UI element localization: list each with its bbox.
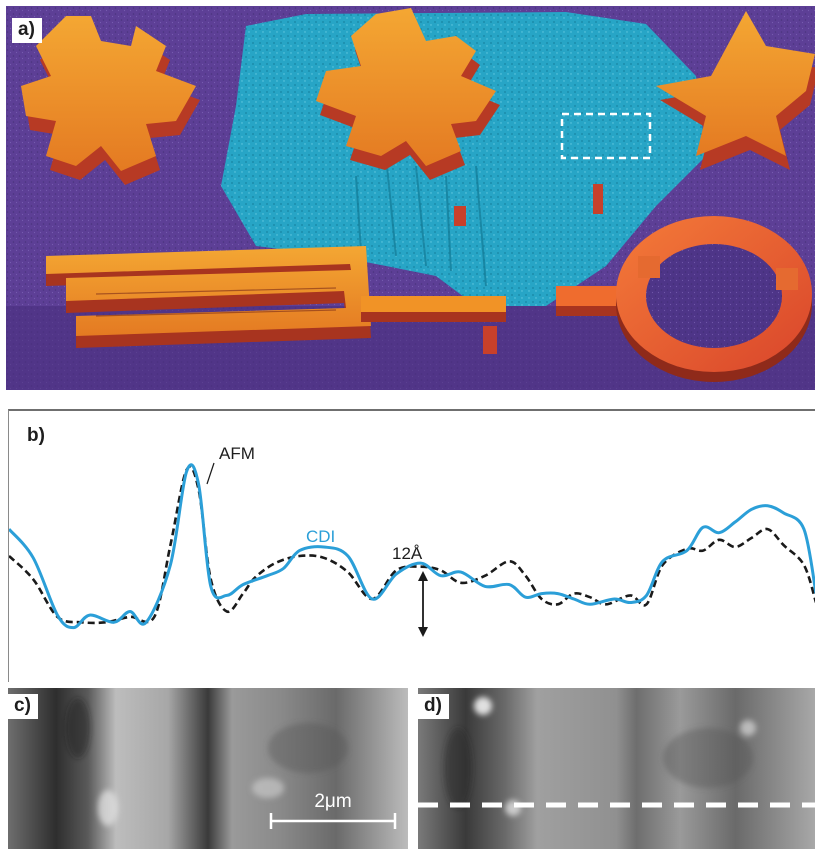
grayscale-image-c: 2μm: [8, 688, 408, 849]
snowflake-feature-left: [21, 16, 200, 185]
line-profile-chart: AFM CDI 12Å: [9, 444, 815, 637]
ring-feature: [616, 216, 812, 382]
panel-c-image: 2μm c): [8, 688, 408, 849]
panel-a-surface-render: a): [6, 6, 815, 390]
series-afm-line: [9, 465, 815, 625]
grayscale-image-d: [418, 688, 815, 849]
surface-render-image: [6, 6, 815, 390]
step-height-arrow: [418, 571, 428, 637]
panel-c-label: c): [8, 694, 38, 719]
panel-a-label: a): [12, 18, 42, 43]
star-feature-right: [656, 11, 815, 170]
annotation-afm: AFM: [219, 444, 255, 463]
panel-d-image: d): [418, 688, 815, 849]
panel-d-label: d): [418, 694, 449, 719]
selection-box: [560, 112, 652, 160]
series-cdi-line: [9, 463, 815, 630]
annotation-cdi: CDI: [306, 527, 335, 546]
scale-bar-label: 2μm: [314, 791, 351, 812]
annotation-12a: 12Å: [392, 544, 423, 563]
meander-wire-feature: [46, 246, 626, 348]
panel-b-label: b): [27, 425, 45, 446]
scale-bar: [269, 813, 397, 829]
snowflake-feature-center: [316, 8, 500, 180]
afm-annotation-leader: [206, 462, 215, 485]
panel-b-line-profile: b) AFM CDI 12Å: [8, 409, 815, 682]
